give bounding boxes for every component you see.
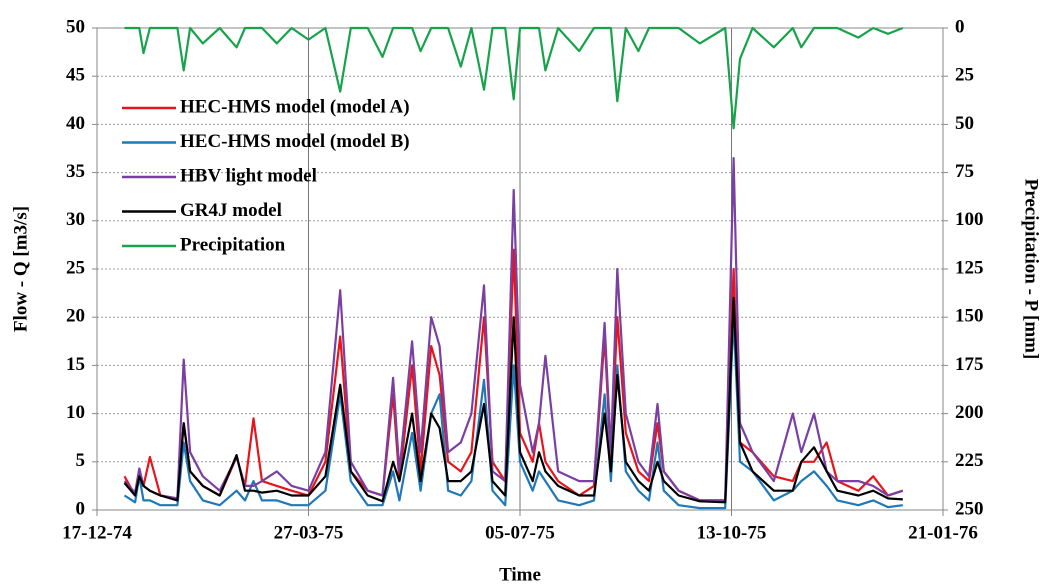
legend-label: HEC-HMS model (model B) [180,131,410,152]
legend-label: Precipitation [180,234,286,255]
y2-tick-label: 175 [955,354,984,375]
y2-tick-label: 250 [955,498,984,519]
y-tick-label: 40 [66,113,85,134]
y2-tick-label: 50 [955,113,974,134]
y2-tick-label: 150 [955,306,984,327]
x-tick-label: 05-07-75 [485,522,555,543]
legend-label: HEC-HMS model (model A) [180,96,410,117]
y2-tick-label: 0 [955,16,965,37]
series-line [124,26,904,130]
y-axis-title: Flow - Q [m3/s] [10,206,31,332]
legend-label: HBV light model [180,165,317,186]
x-tick-label: 17-12-74 [62,522,132,543]
y2-tick-label: 125 [955,257,984,278]
x-tick-label: 27-03-75 [274,522,344,543]
series-line [123,296,903,504]
y2-tick-label: 200 [955,402,984,423]
y2-tick-label: 25 [955,65,974,86]
y-tick-label: 35 [66,161,85,182]
y2-tick-label: 75 [955,161,974,182]
y-tick-label: 15 [66,354,85,375]
y-tick-label: 45 [66,65,85,86]
series-line [123,316,903,510]
y-tick-label: 20 [66,306,85,327]
y-tick-label: 50 [66,16,85,37]
y-tick-label: 25 [66,257,85,278]
x-tick-label: 13-10-75 [697,522,767,543]
y2-tick-label: 100 [955,209,984,230]
y-tick-label: 0 [76,498,86,519]
y2-tick-label: 225 [955,450,984,471]
x-axis-title: Time [499,564,541,585]
y-tick-label: 30 [66,209,85,230]
legend-label: GR4J model [180,200,282,221]
y-tick-label: 5 [76,450,86,471]
y2-axis-title: Precipitation - P [mm] [1021,179,1042,360]
x-tick-label: 21-01-76 [908,522,978,543]
y-tick-label: 10 [66,402,85,423]
